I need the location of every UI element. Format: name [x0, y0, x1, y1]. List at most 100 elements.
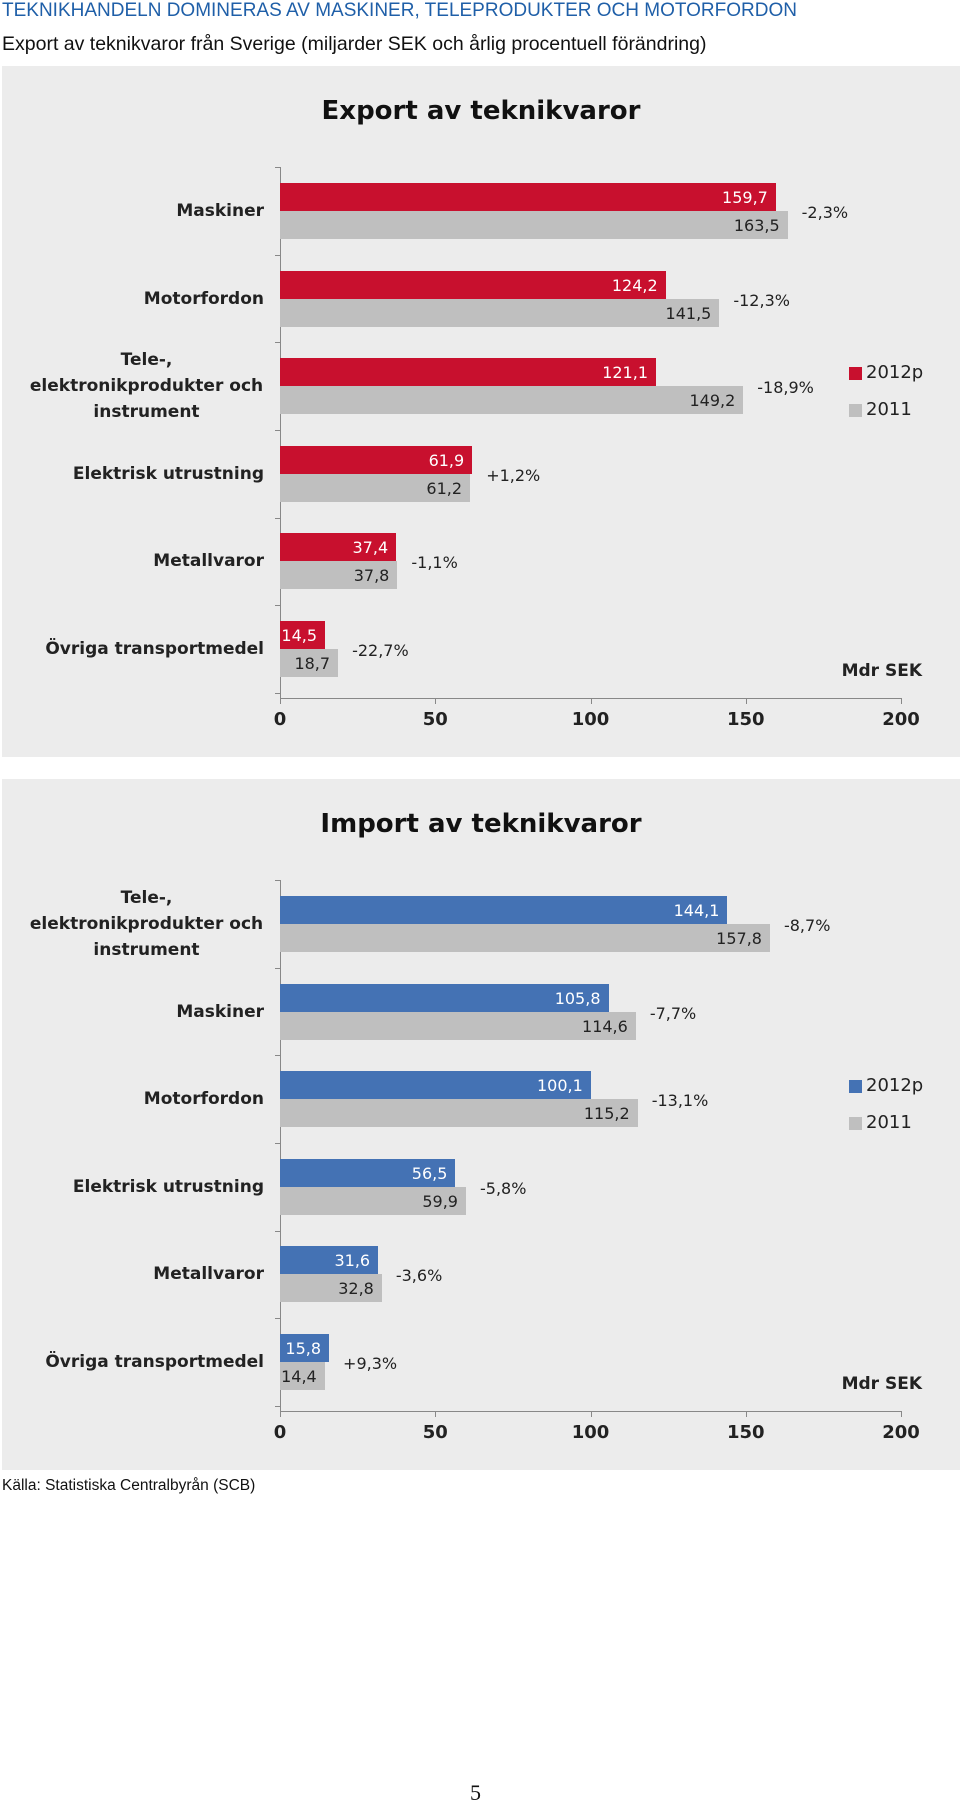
category-label: Elektrisk utrustning: [72, 1176, 264, 1197]
y-tick: [275, 1405, 280, 1407]
y-tick: [275, 605, 280, 607]
category-label: Maskiner: [176, 1001, 264, 1022]
legend-swatch: [849, 404, 862, 417]
change-label: -2,3%: [801, 203, 849, 222]
x-tick-label: 0: [273, 1422, 287, 1443]
bar: [280, 621, 326, 649]
y-tick: [275, 1055, 280, 1057]
bar: [280, 445, 473, 474]
x-tick-label: 200: [882, 709, 920, 730]
y-tick: [275, 430, 280, 431]
change-label: -22,7%: [352, 641, 409, 660]
page-number: 5: [470, 1780, 481, 1805]
x-tick-label: 200: [882, 1422, 920, 1443]
value-label: 157,8: [716, 929, 762, 948]
value-label: 31,6: [334, 1251, 371, 1271]
change-label: -1,1%: [411, 553, 458, 573]
x-tick: [435, 698, 437, 704]
y-tick: [275, 167, 280, 169]
change-label: -7,7%: [649, 1003, 697, 1023]
chart-title: Import av teknikvaror: [320, 809, 642, 839]
y-tick: [275, 342, 280, 344]
legend-label: 2011: [866, 399, 912, 420]
value-label: 114,6: [582, 1016, 628, 1036]
value-label: 105,8: [554, 988, 601, 1008]
value-label: 115,2: [583, 1104, 630, 1124]
change-label: -3,6%: [395, 1266, 443, 1286]
change-label: -18,9%: [757, 378, 814, 398]
bar: [280, 983, 609, 1012]
y-tick: [275, 1143, 280, 1144]
y-axis-line: [280, 880, 281, 1411]
value-label: 61,9: [428, 450, 465, 470]
category-label: Övriga transportmedel: [45, 1352, 264, 1372]
bar: [280, 924, 770, 952]
chart-title: Export av teknikvaror: [321, 96, 641, 126]
bar: [280, 270, 666, 299]
change-label: +9,3%: [343, 1354, 398, 1373]
legend-swatch: [849, 1080, 862, 1093]
category-label: Övriga transportmedel: [45, 639, 264, 659]
bar: [280, 1362, 325, 1390]
bar: [280, 1246, 379, 1275]
category-label: Tele-, elektronikprodukter och instrumen…: [29, 350, 264, 423]
value-label: 124,2: [611, 275, 658, 295]
x-tick-label: 100: [571, 1422, 610, 1443]
x-tick: [901, 698, 902, 704]
x-tick-label: 150: [726, 1422, 765, 1443]
value-label: 14,4: [281, 1367, 317, 1386]
change-label: -8,7%: [783, 916, 831, 935]
page-title: TEKNIKHANDELN DOMINERAS AV MASKINER, TEL…: [2, 0, 797, 21]
legend-label: 2011: [866, 1112, 912, 1133]
value-label: 56,5: [411, 1163, 448, 1183]
x-tick-label: 50: [422, 709, 448, 730]
bar: [280, 561, 398, 590]
change-label: -12,3%: [733, 290, 790, 310]
category-label: Metallvaror: [153, 551, 264, 572]
bar: [280, 386, 744, 415]
value-label: 32,8: [338, 1279, 374, 1299]
value-label: 61,2: [426, 478, 463, 498]
value-label: 59,9: [422, 1191, 458, 1211]
change-label: -5,8%: [479, 1178, 527, 1198]
y-tick: [275, 692, 280, 694]
bar: [280, 1011, 636, 1040]
legend-swatch: [849, 367, 862, 380]
bar: [280, 896, 728, 924]
value-label: 15,8: [285, 1339, 322, 1358]
value-label: 14,5: [281, 626, 318, 645]
x-tick: [745, 1411, 747, 1417]
value-label: 144,1: [673, 901, 720, 920]
bar: [280, 298, 720, 327]
x-tick-label: 50: [422, 1422, 448, 1443]
value-label: 163,5: [733, 216, 780, 235]
legend-swatch: [849, 1117, 862, 1130]
legend-label: 2012p: [866, 1075, 924, 1096]
change-label: +1,2%: [486, 465, 541, 485]
category-label: Motorfordon: [143, 1089, 264, 1110]
value-label: 100,1: [536, 1076, 583, 1096]
bar: [280, 1099, 638, 1128]
bar: [280, 1334, 330, 1362]
x-tick-label: 150: [726, 709, 765, 730]
bar: [280, 1186, 466, 1215]
source: Källa: Statistiska Centralbyrån (SCB): [2, 1477, 256, 1494]
x-tick: [745, 698, 747, 704]
category-label: Maskiner: [176, 201, 264, 221]
x-tick: [590, 698, 592, 704]
x-tick: [435, 1411, 437, 1417]
legend-label: 2012p: [866, 362, 924, 383]
category-label: Motorfordon: [143, 288, 264, 309]
chart-panel: Import av teknikvaror 0 50 100 150 200 Mdr SEK…: [2, 779, 960, 1470]
y-axis-line: [280, 167, 281, 698]
bar: [280, 1071, 591, 1100]
category-label: Elektrisk utrustning: [72, 463, 264, 484]
value-label: 121,1: [602, 363, 648, 383]
category-label: Metallvaror: [153, 1264, 264, 1285]
value-label: 159,7: [722, 188, 768, 207]
bar: [280, 473, 471, 502]
bar: [280, 1158, 456, 1187]
bar: [280, 211, 788, 239]
value-label: 37,8: [353, 566, 390, 586]
